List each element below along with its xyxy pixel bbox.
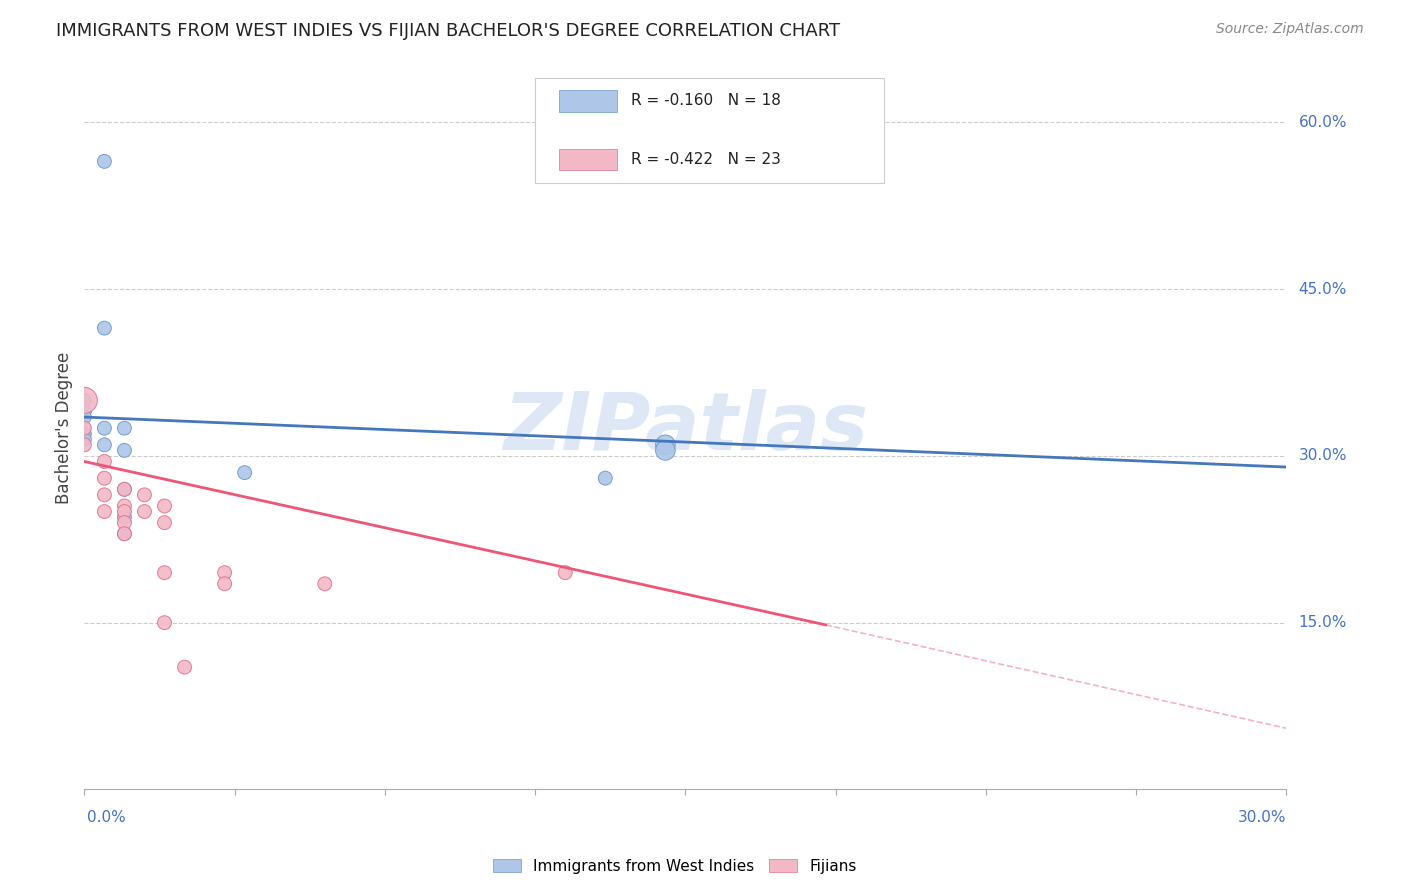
Point (134, 504, 156, 518)
Point (73, 410, 96, 425)
Point (93, 471, 115, 485)
Point (73, 393, 96, 408)
Point (73, 426, 96, 441)
Point (73, 404, 96, 418)
Point (114, 526, 135, 541)
FancyBboxPatch shape (536, 78, 884, 183)
Point (654, 443, 676, 458)
Text: 30.0%: 30.0% (1239, 810, 1286, 825)
Point (93, 438, 115, 452)
Point (233, 466, 256, 480)
Text: 30.0%: 30.0% (1299, 449, 1347, 464)
Point (153, 499, 176, 513)
Text: Source: ZipAtlas.com: Source: ZipAtlas.com (1216, 22, 1364, 37)
Text: 60.0%: 60.0% (1299, 115, 1347, 130)
Point (73, 432, 96, 446)
Point (153, 566, 176, 580)
Point (314, 576, 336, 591)
Text: IMMIGRANTS FROM WEST INDIES VS FIJIAN BACHELOR'S DEGREE CORRELATION CHART: IMMIGRANTS FROM WEST INDIES VS FIJIAN BA… (56, 22, 841, 40)
Y-axis label: Bachelor's Degree: Bachelor's Degree (55, 352, 73, 504)
Point (93, 154, 115, 169)
Point (93, 504, 115, 518)
Point (595, 471, 617, 485)
Point (114, 504, 135, 518)
Point (654, 438, 676, 452)
Text: R = -0.422   N = 23: R = -0.422 N = 23 (631, 152, 782, 167)
Point (73, 393, 96, 408)
Point (173, 660, 195, 674)
Point (93, 421, 115, 435)
Point (134, 488, 156, 502)
Point (93, 321, 115, 335)
Point (114, 421, 135, 435)
Point (114, 483, 135, 497)
Point (114, 499, 135, 513)
Text: ZIPatlas: ZIPatlas (503, 389, 868, 467)
Point (93, 488, 115, 502)
Legend: Immigrants from West Indies, Fijians: Immigrants from West Indies, Fijians (486, 853, 863, 880)
Point (114, 526, 135, 541)
Point (114, 516, 135, 530)
Point (214, 576, 236, 591)
Point (114, 443, 135, 458)
Point (214, 566, 236, 580)
Point (153, 516, 176, 530)
Bar (560, 149, 617, 170)
Point (73, 421, 96, 435)
Text: 45.0%: 45.0% (1299, 282, 1347, 297)
Point (554, 566, 576, 580)
Point (93, 454, 115, 468)
Point (114, 483, 135, 497)
Text: 15.0%: 15.0% (1299, 615, 1347, 630)
Point (153, 615, 176, 630)
Point (114, 510, 135, 524)
Text: R = -0.160   N = 18: R = -0.160 N = 18 (631, 94, 782, 108)
Point (73, 438, 96, 452)
Text: 0.0%: 0.0% (87, 810, 127, 825)
Bar (560, 90, 617, 112)
